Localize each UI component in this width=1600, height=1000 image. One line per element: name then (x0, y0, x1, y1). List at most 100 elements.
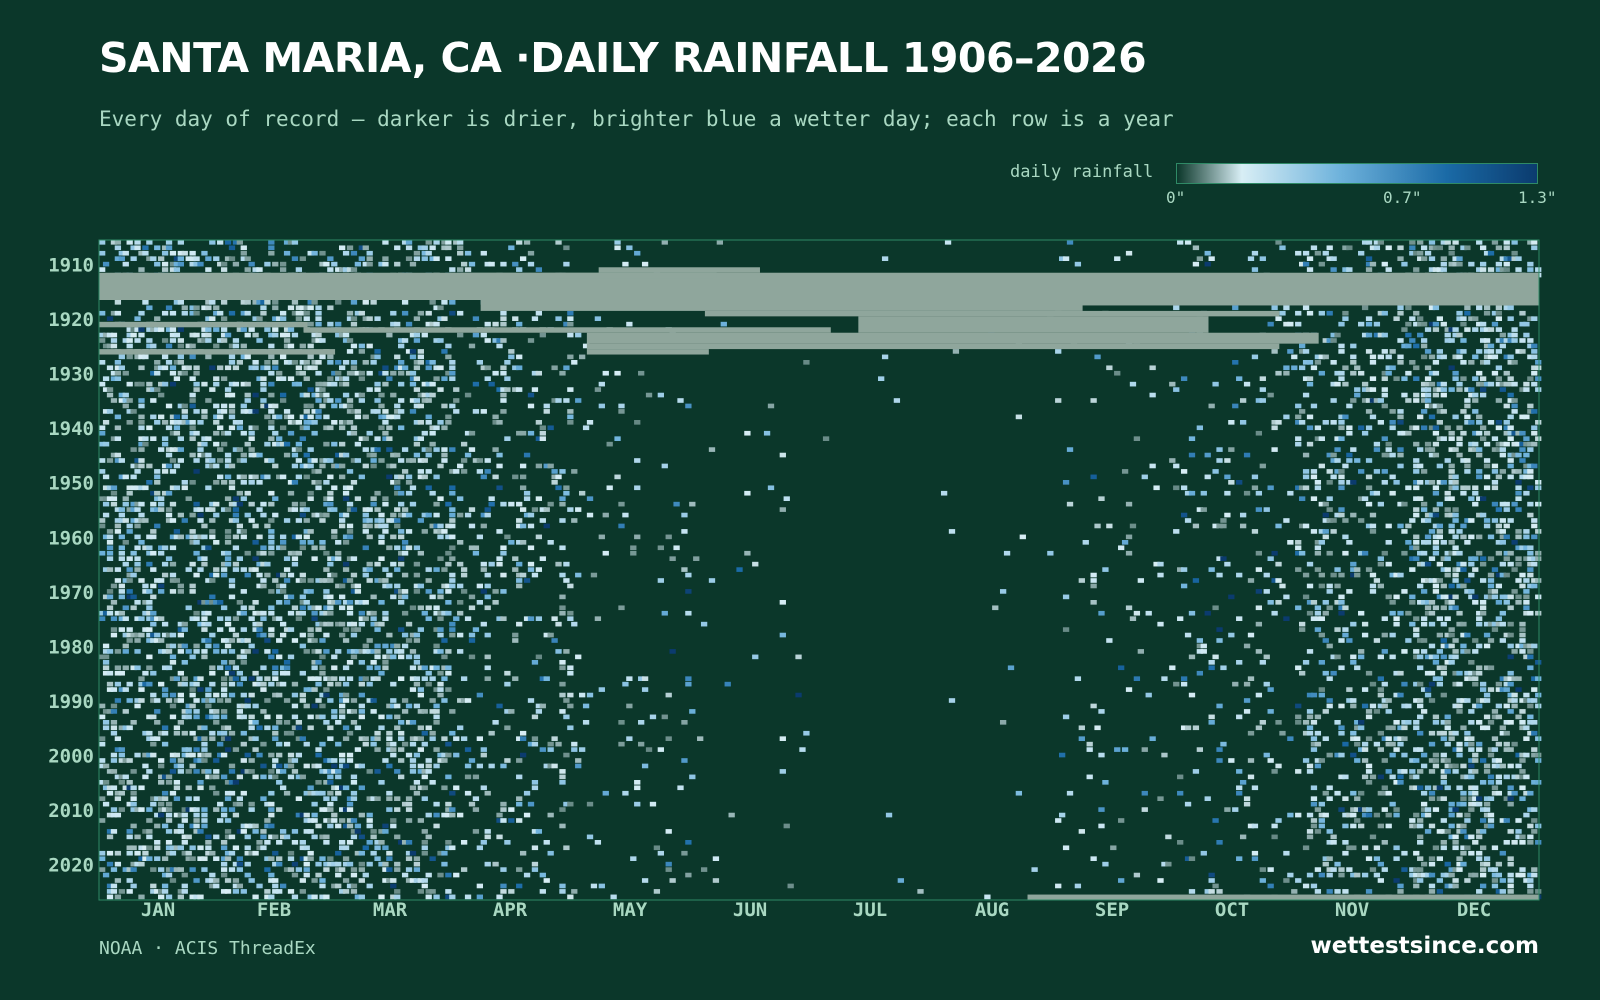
heatmap-cell (173, 763, 181, 769)
heatmap-cell (1397, 501, 1404, 507)
heatmap-cell (1531, 583, 1538, 589)
heatmap-cell (1507, 785, 1514, 791)
heatmap-cell (323, 676, 330, 681)
heatmap-cell (1424, 670, 1432, 676)
heatmap-cell (244, 300, 251, 305)
heatmap-cell (1216, 703, 1223, 709)
heatmap-cell (346, 730, 354, 736)
heatmap-cell (146, 638, 153, 643)
heatmap-cell (445, 610, 452, 616)
heatmap-cell (1393, 616, 1400, 621)
heatmap-cell (669, 556, 676, 561)
heatmap-cell (1350, 360, 1357, 365)
heatmap-cell (303, 420, 310, 425)
heatmap-cell (1405, 638, 1412, 643)
heatmap-cell (417, 692, 424, 698)
heatmap-cell (795, 692, 802, 698)
heatmap-cell (99, 338, 106, 343)
heatmap-cell (260, 709, 267, 714)
heatmap-cell (421, 381, 428, 387)
heatmap-cell (354, 583, 362, 589)
heatmap-cell (134, 354, 141, 360)
heatmap-cell (299, 643, 306, 649)
heatmap-cell (1444, 507, 1451, 512)
heatmap-cell (1436, 381, 1443, 387)
heatmap-cell (150, 583, 157, 589)
heatmap-cell (425, 250, 432, 256)
heatmap-cell (256, 676, 263, 681)
heatmap-cell (677, 398, 684, 403)
heatmap-cell (272, 414, 279, 420)
heatmap-cell (1527, 583, 1534, 589)
heatmap-cell (342, 392, 350, 398)
heatmap-cell (1456, 316, 1463, 321)
heatmap-cell (496, 616, 503, 621)
heatmap-cell (106, 589, 114, 594)
heatmap-cell (523, 240, 531, 245)
heatmap-cell (449, 534, 456, 540)
heatmap-cell (1464, 649, 1471, 654)
heatmap-cell (417, 709, 424, 714)
heatmap-cell (1456, 349, 1463, 354)
heatmap-cell (260, 376, 267, 381)
heatmap-cell (295, 550, 303, 556)
heatmap-cell (795, 654, 802, 660)
heatmap-cell (268, 605, 275, 611)
heatmap-cell (339, 632, 346, 638)
heatmap-cell (1196, 747, 1203, 752)
heatmap-cell (398, 561, 405, 567)
heatmap-cell (201, 649, 208, 654)
heatmap-cell (209, 730, 216, 736)
heatmap-cell (661, 714, 668, 720)
heatmap-cell (1440, 540, 1447, 545)
heatmap-cell (1417, 703, 1424, 709)
heatmap-cell (1436, 523, 1443, 529)
heatmap-cell (1397, 245, 1404, 251)
heatmap-cell (449, 512, 456, 518)
heatmap-cell (362, 736, 369, 741)
heatmap-cell (1212, 605, 1219, 611)
heatmap-cell (287, 420, 295, 425)
heatmap-cell (700, 621, 708, 627)
heatmap-cell (126, 381, 133, 387)
heatmap-cell (460, 469, 468, 474)
heatmap-cell (417, 550, 424, 556)
heatmap-cell (567, 670, 574, 676)
heatmap-cell (311, 763, 318, 769)
heatmap-cell (1299, 365, 1306, 371)
heatmap-cell (323, 720, 330, 725)
heatmap-cell (342, 785, 350, 791)
heatmap-cell (142, 670, 149, 676)
heatmap-cell (99, 310, 106, 316)
heatmap-cell (445, 501, 452, 507)
heatmap-cell (331, 665, 338, 671)
heatmap-cell (1472, 376, 1479, 381)
heatmap-cell (1428, 512, 1436, 518)
heatmap-cell (142, 583, 149, 589)
heatmap-cell (1259, 463, 1266, 469)
heatmap-cell (1424, 610, 1432, 616)
heatmap-cell (1078, 725, 1085, 731)
heatmap-cell (535, 436, 543, 441)
heatmap-cell (1499, 529, 1506, 534)
heatmap-cell (1224, 512, 1231, 518)
heatmap-cell (181, 310, 188, 316)
heatmap-cell (626, 321, 633, 327)
heatmap-cell (1330, 332, 1337, 338)
heatmap-cell (122, 518, 129, 523)
heatmap-cell (339, 425, 346, 431)
heatmap-cell (535, 567, 543, 572)
heatmap-cell (169, 769, 177, 774)
heatmap-cell (429, 523, 436, 529)
heatmap-cell (220, 660, 228, 665)
heatmap-cell (1306, 725, 1314, 731)
heatmap-cell (106, 534, 114, 540)
heatmap-cell (378, 578, 385, 583)
heatmap-cell (283, 665, 291, 671)
heatmap-cell (378, 512, 385, 518)
heatmap-cell (1302, 261, 1310, 267)
heatmap-cell (425, 578, 432, 583)
heatmap-cell (228, 730, 236, 736)
heatmap-cell (154, 496, 161, 501)
heatmap-cell (1519, 769, 1526, 774)
